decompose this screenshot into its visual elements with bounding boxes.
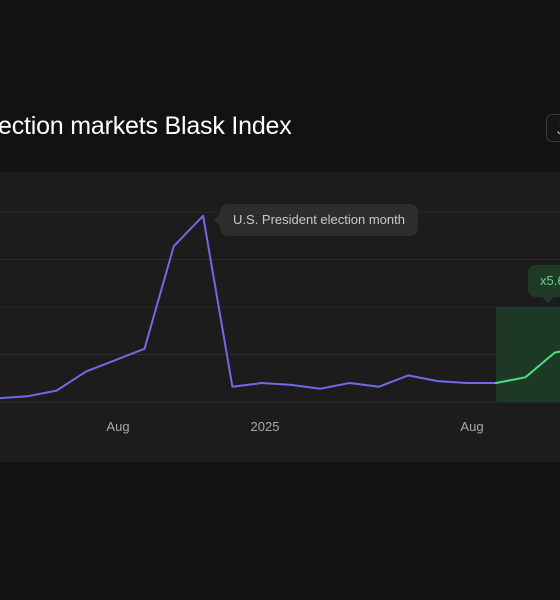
x-tick-label: 2025 <box>251 419 280 434</box>
x-tick-label: Aug <box>106 419 129 434</box>
chart-title: ection markets Blask Index <box>0 112 292 140</box>
range-select-button[interactable]: J <box>546 114 560 142</box>
peak-tooltip: U.S. President election month <box>214 204 418 236</box>
series-line-0 <box>0 214 498 400</box>
x-tick-label: Aug <box>460 419 483 434</box>
growth-badge: x5.6 <box>528 265 560 303</box>
highlight-region <box>496 307 560 402</box>
series-line-1 <box>495 350 560 384</box>
